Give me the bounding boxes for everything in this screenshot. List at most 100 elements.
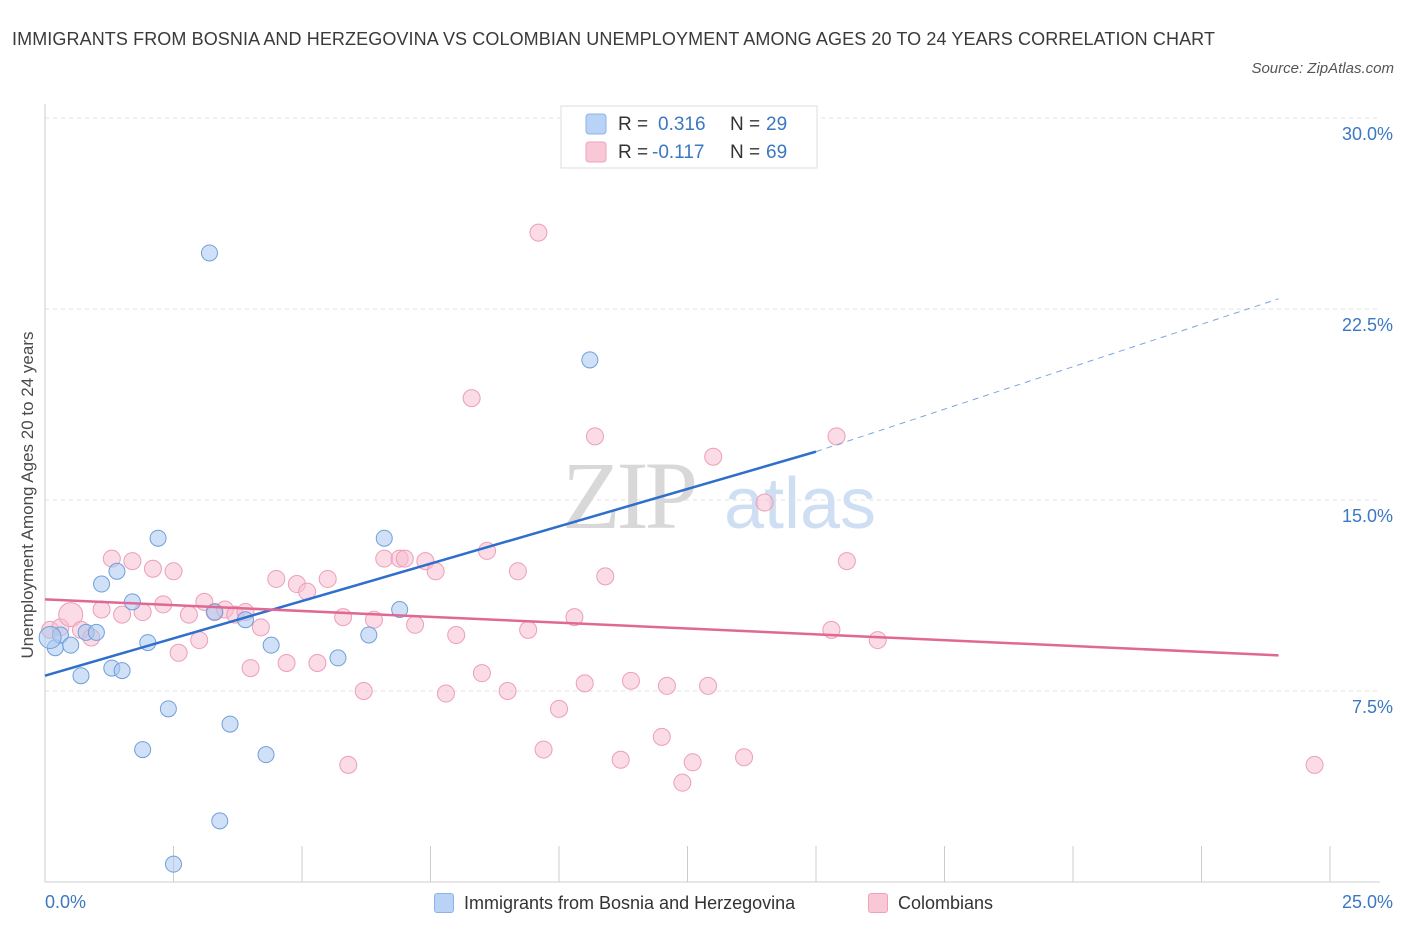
- point-colombians-46: [519, 620, 538, 639]
- point-colombians-29: [334, 608, 353, 627]
- point-colombians-41: [462, 389, 481, 408]
- trend-line-bosnia-extension: [815, 298, 1279, 453]
- y-tick-label-0: 7.5%: [1352, 697, 1393, 717]
- legend-r-label: R =: [618, 142, 648, 163]
- point-bosnia-3: [72, 667, 90, 685]
- point-colombians-50: [565, 608, 584, 627]
- source-label: Source: ZipAtlas.com: [1251, 60, 1394, 77]
- legend-n-label: N =: [730, 142, 760, 163]
- legend-swatch-colombia: [585, 141, 607, 163]
- point-bosnia-24: [360, 626, 378, 644]
- point-colombians-51: [575, 674, 594, 693]
- legend-n-value-bosnia: 29: [766, 114, 787, 135]
- point-bosnia-19: [221, 715, 239, 733]
- point-colombians-45: [508, 562, 527, 581]
- point-colombians-39: [436, 684, 455, 703]
- legend-top: R = 0.316 N = 29 R = -0.117 N = 69: [560, 105, 818, 169]
- point-bosnia-26: [391, 601, 409, 619]
- point-colombians-67: [868, 631, 887, 650]
- point-colombians-38: [426, 562, 445, 581]
- point-colombians-53: [596, 567, 615, 586]
- legend-label-colombians: Colombians: [898, 892, 994, 913]
- point-colombians-7: [113, 605, 132, 624]
- trend-line-colombians: [44, 598, 1279, 657]
- point-colombians-60: [699, 676, 718, 695]
- legend-r-label: R =: [618, 114, 648, 135]
- point-colombians-63: [755, 493, 774, 512]
- point-colombians-61: [704, 447, 723, 466]
- point-colombians-35: [395, 549, 414, 568]
- point-bosnia-2: [62, 636, 80, 654]
- point-bosnia-22: [262, 636, 280, 654]
- point-bosnia-14: [159, 700, 177, 718]
- legend-item-colombians: Colombians: [868, 888, 993, 918]
- point-bosnia-18: [211, 812, 229, 830]
- legend-swatch-colombians: [868, 893, 888, 913]
- trend-lines: [44, 298, 1279, 677]
- point-colombians-42: [472, 664, 491, 683]
- series-bosnia-points: [38, 244, 599, 873]
- point-colombians-68: [1305, 755, 1324, 774]
- trend-line-bosnia: [44, 450, 817, 677]
- y-tick-label-2: 22.5%: [1342, 315, 1393, 335]
- chart-title: IMMIGRANTS FROM BOSNIA AND HERZEGOVINA V…: [12, 29, 1216, 49]
- point-colombians-65: [827, 427, 846, 446]
- point-colombians-22: [251, 618, 270, 637]
- legend-n-label: N =: [730, 114, 760, 135]
- point-colombians-36: [406, 615, 425, 634]
- y-tick-label-3: 30.0%: [1342, 124, 1393, 144]
- x-tick-label-0: 0.0%: [45, 892, 86, 912]
- point-bosnia-13: [149, 529, 167, 547]
- legend-bottom: Immigrants from Bosnia and Herzegovina C…: [0, 888, 1406, 918]
- legend-item-bosnia: Immigrants from Bosnia and Herzegovina: [434, 888, 795, 918]
- point-colombians-52: [585, 427, 604, 446]
- legend-swatch-bosnia: [585, 113, 607, 135]
- point-bosnia-11: [134, 741, 152, 759]
- point-colombians-30: [339, 755, 358, 774]
- point-colombians-58: [673, 773, 692, 792]
- point-colombians-49: [550, 699, 568, 718]
- point-colombians-57: [657, 676, 676, 695]
- point-colombians-23: [267, 569, 286, 588]
- legend-r-value-bosnia: 0.316: [658, 114, 706, 135]
- point-colombians-15: [190, 631, 209, 650]
- point-colombians-5: [92, 600, 111, 619]
- axes: [44, 104, 1380, 883]
- point-colombians-27: [308, 653, 327, 672]
- point-bosnia-21: [257, 746, 275, 764]
- point-colombians-13: [169, 643, 188, 662]
- legend-swatch-bosnia: [434, 893, 454, 913]
- point-bosnia-6: [93, 575, 111, 593]
- point-colombians-10: [143, 559, 162, 578]
- point-colombians-44: [498, 682, 517, 700]
- point-colombians-14: [179, 605, 198, 624]
- point-colombians-31: [354, 682, 373, 700]
- y-tick-label-1: 15.0%: [1342, 506, 1393, 526]
- point-bosnia-15: [165, 855, 182, 873]
- point-colombians-54: [611, 750, 630, 769]
- legend-n-value-colombia: 69: [766, 142, 787, 163]
- point-bosnia-9: [113, 662, 131, 680]
- x-tick-labels: 0.0% 25.0%: [45, 892, 1393, 912]
- point-colombians-62: [735, 748, 754, 767]
- point-bosnia-28: [38, 626, 62, 650]
- point-colombians-24: [277, 653, 296, 672]
- point-bosnia-23: [329, 649, 347, 667]
- point-colombians-48: [534, 740, 553, 759]
- watermark: ZIP atlas: [562, 442, 876, 549]
- legend-label-bosnia: Immigrants from Bosnia and Herzegovina: [464, 892, 796, 913]
- point-colombians-56: [652, 727, 671, 746]
- point-bosnia-27: [581, 351, 599, 369]
- point-colombians-21: [241, 659, 260, 678]
- point-colombians-40: [447, 625, 466, 644]
- point-colombians-59: [683, 753, 702, 772]
- point-bosnia-16: [200, 244, 218, 262]
- legend-r-value-colombia: -0.117: [652, 142, 704, 163]
- point-colombians-12: [164, 562, 183, 581]
- point-colombians-33: [375, 549, 394, 568]
- point-colombians-47: [529, 223, 548, 242]
- point-bosnia-8: [108, 562, 126, 580]
- point-bosnia-25: [375, 529, 393, 547]
- watermark-atlas: atlas: [724, 464, 876, 544]
